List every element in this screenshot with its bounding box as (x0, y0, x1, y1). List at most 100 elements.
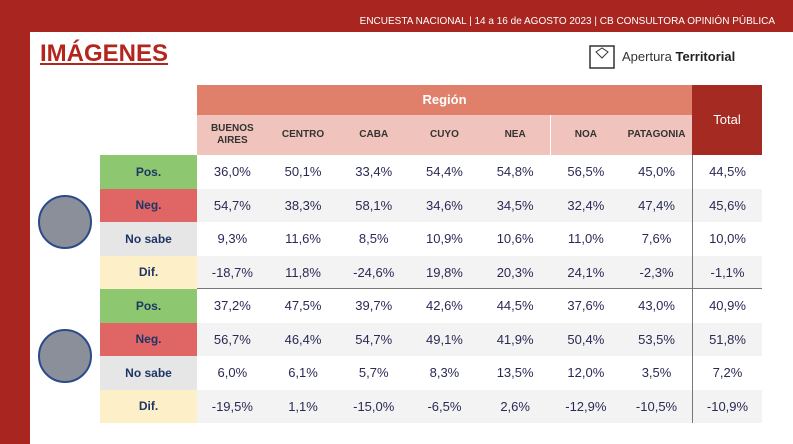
logo-light: Apertura (622, 49, 672, 64)
column-header: CENTRO (267, 115, 339, 155)
value-cell: 47,4% (638, 197, 675, 213)
value-cell: 39,7% (355, 298, 393, 314)
value-cell: 37,6% (567, 298, 605, 314)
value-cell: 6,0% (217, 365, 248, 381)
avatar (38, 329, 92, 383)
column-header: NEA (479, 115, 551, 155)
row-bg (197, 322, 762, 356)
value-cell: 54,4% (426, 164, 463, 180)
value-cell: -19,5% (211, 398, 253, 414)
column-header: CABA (338, 115, 410, 155)
value-cell: 41,9% (496, 331, 534, 347)
row-label: Pos. (100, 289, 197, 323)
row-bg (197, 356, 762, 390)
value-cell: 20,3% (496, 264, 534, 280)
row-bg (197, 289, 762, 323)
value-cell: 54,7% (355, 331, 393, 347)
value-cell: -12,9% (565, 398, 607, 414)
value-cell: -6,5% (427, 398, 462, 414)
value-cell: 13,5% (496, 365, 534, 381)
value-cell: 50,4% (567, 331, 605, 347)
total-header: Total (692, 85, 762, 155)
decor-dot (50, 6, 57, 13)
value-cell: 56,5% (567, 164, 605, 180)
value-cell: 37,2% (213, 298, 251, 314)
decor-dot (36, 6, 43, 13)
value-cell: 11,0% (567, 231, 604, 247)
value-cell: 24,1% (567, 264, 605, 280)
decor-dot (64, 19, 71, 26)
decor-dot (50, 19, 57, 26)
value-cell: 34,6% (426, 197, 463, 213)
total-cell: 44,5% (692, 155, 762, 189)
value-cell: 50,1% (284, 164, 322, 180)
decor-dot (64, 6, 71, 13)
value-cell: 34,5% (496, 197, 534, 213)
value-cell: 53,5% (638, 331, 675, 347)
value-cell: 6,1% (288, 365, 318, 381)
value-cell: 8,5% (358, 231, 389, 247)
total-cell: -10,9% (692, 389, 762, 423)
value-cell: 8,3% (429, 365, 460, 381)
row-bg (197, 255, 762, 289)
value-cell: -2,3% (639, 264, 674, 280)
avatar (38, 195, 92, 249)
value-cell: 43,0% (638, 298, 675, 314)
value-cell: 1,1% (288, 398, 318, 414)
group-header: Región (197, 85, 692, 115)
row-label: No sabe (100, 356, 197, 390)
group-divider (197, 288, 762, 289)
column-header: PATAGONIA (621, 115, 692, 155)
row-label: Dif. (100, 255, 197, 289)
row-bg (197, 188, 762, 222)
total-cell: 51,8% (692, 322, 762, 356)
value-cell: 11,8% (285, 264, 321, 280)
value-cell: 38,3% (284, 197, 322, 213)
row-bg (197, 222, 762, 256)
value-cell: 49,1% (426, 331, 463, 347)
total-cell: 40,9% (692, 289, 762, 323)
value-cell: 5,7% (358, 365, 389, 381)
row-bg (197, 389, 762, 423)
value-cell: 58,1% (355, 197, 393, 213)
decor-dot (8, 6, 15, 13)
decor-dot (8, 19, 15, 26)
value-cell: 44,5% (496, 298, 534, 314)
value-cell: 54,8% (496, 164, 534, 180)
row-label: Dif. (100, 389, 197, 423)
value-cell: 7,6% (641, 231, 672, 247)
value-cell: 3,5% (641, 365, 672, 381)
value-cell: 36,0% (213, 164, 251, 180)
value-cell: 12,0% (567, 365, 605, 381)
value-cell: 54,7% (213, 197, 251, 213)
decor-dot (78, 6, 85, 13)
value-cell: 2,6% (500, 398, 530, 414)
row-bg (197, 155, 762, 189)
column-header: CUYO (409, 115, 480, 155)
decor-dot (22, 6, 29, 13)
value-cell: -10,5% (635, 398, 678, 414)
decor-dot (36, 19, 43, 26)
title: IMÁGENES (40, 40, 169, 67)
decor-dot (78, 19, 85, 26)
total-cell: 10,0% (692, 222, 762, 256)
logo-bold: Territorial (675, 49, 736, 64)
value-cell: 32,4% (567, 197, 605, 213)
value-cell: 45,0% (638, 164, 675, 180)
value-cell: 9,3% (217, 231, 248, 247)
value-cell: -24,6% (353, 264, 395, 280)
total-cell: -1,1% (692, 255, 762, 289)
row-label: No sabe (100, 222, 197, 256)
column-header: NOA (550, 115, 622, 155)
value-cell: -18,7% (211, 264, 253, 280)
total-cell: 45,6% (692, 188, 762, 222)
total-cell: 7,2% (692, 356, 762, 390)
value-cell: -15,0% (353, 398, 395, 414)
logo-text: Apertura Territorial (622, 49, 735, 64)
topline: ENCUESTA NACIONAL | 14 a 16 de AGOSTO 20… (359, 16, 775, 27)
value-cell: 47,5% (284, 298, 322, 314)
value-cell: 33,4% (355, 164, 393, 180)
value-cell: 42,6% (426, 298, 463, 314)
value-cell: 10,9% (426, 231, 463, 247)
row-label: Neg. (100, 322, 197, 356)
